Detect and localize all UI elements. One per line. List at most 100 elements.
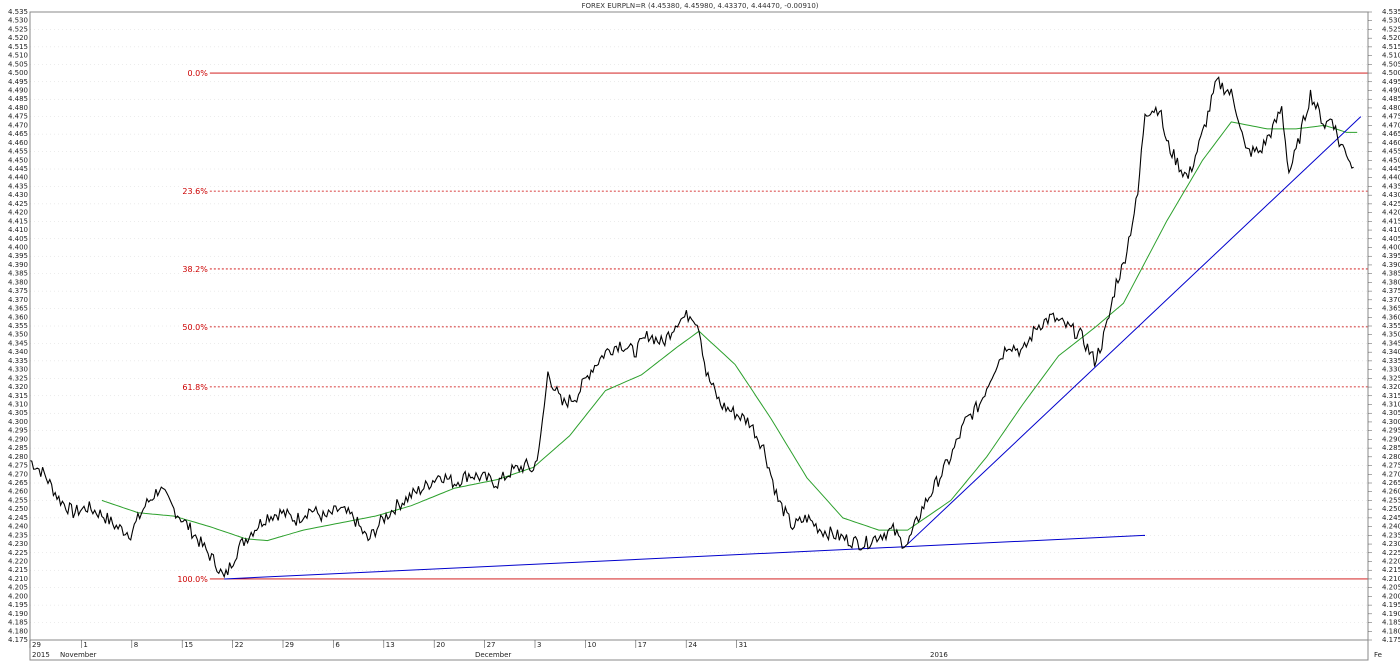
x-axis-strip bbox=[29, 639, 1369, 661]
y-tick-label-right: 4.195 bbox=[1382, 601, 1400, 609]
y-tick-label-right: 4.200 bbox=[1382, 592, 1400, 600]
y-tick-label-right: 4.535 bbox=[1382, 8, 1400, 16]
x-tick-label: 22 bbox=[235, 641, 244, 649]
y-tick-label-right: 4.475 bbox=[1382, 113, 1400, 121]
x-tick-label: 24 bbox=[688, 641, 697, 649]
y-tick-label-right: 4.230 bbox=[1382, 540, 1400, 548]
y-tick-label-right: 4.530 bbox=[1382, 17, 1400, 25]
y-tick-label-left: 4.330 bbox=[8, 366, 28, 374]
y-tick-label-left: 4.435 bbox=[8, 182, 28, 190]
fibonacci-levels: 0.0% 23.6% 38.2% 50.0% 61.8% 100.0% bbox=[177, 69, 1368, 584]
y-tick-label-right: 4.295 bbox=[1382, 427, 1400, 435]
y-tick-label-right: 4.495 bbox=[1382, 78, 1400, 86]
y-tick-label-left: 4.340 bbox=[8, 348, 28, 356]
y-tick-label-right: 4.520 bbox=[1382, 34, 1400, 42]
y-tick-label-left: 4.405 bbox=[8, 235, 28, 243]
y-tick-label-left: 4.390 bbox=[8, 261, 28, 269]
x-tick-label: 10 bbox=[587, 641, 596, 649]
y-tick-label-left: 4.490 bbox=[8, 87, 28, 95]
y-tick-label-right: 4.185 bbox=[1382, 619, 1400, 627]
y-tick-label-right: 4.510 bbox=[1382, 52, 1400, 60]
y-tick-label-left: 4.240 bbox=[8, 523, 28, 531]
y-tick-label-left: 4.425 bbox=[8, 200, 28, 208]
y-tick-label-right: 4.250 bbox=[1382, 505, 1400, 513]
y-tick-label-right: 4.180 bbox=[1382, 627, 1400, 635]
y-tick-label-right: 4.190 bbox=[1382, 610, 1400, 618]
y-tick-label-left: 4.510 bbox=[8, 52, 28, 60]
y-tick-label-left: 4.255 bbox=[8, 496, 28, 504]
fib-label: 0.0% bbox=[188, 69, 209, 78]
y-tick-label-left: 4.335 bbox=[8, 357, 28, 365]
y-tick-label-left: 4.185 bbox=[8, 619, 28, 627]
y-tick-label-left: 4.230 bbox=[8, 540, 28, 548]
y-tick-label-left: 4.275 bbox=[8, 462, 28, 470]
y-tick-label-right: 4.415 bbox=[1382, 217, 1400, 225]
y-tick-label-right: 4.340 bbox=[1382, 348, 1400, 356]
y-tick-label-left: 4.180 bbox=[8, 627, 28, 635]
y-tick-label-left: 4.500 bbox=[8, 69, 28, 77]
y-tick-label-right: 4.290 bbox=[1382, 435, 1400, 443]
y-tick-label-right: 4.455 bbox=[1382, 148, 1400, 156]
y-tick-label-right: 4.325 bbox=[1382, 374, 1400, 382]
fib-label: 50.0% bbox=[182, 323, 208, 332]
y-tick-label-left: 4.495 bbox=[8, 78, 28, 86]
y-tick-label-left: 4.370 bbox=[8, 296, 28, 304]
y-tick-label-right: 4.310 bbox=[1382, 401, 1400, 409]
y-tick-label-left: 4.515 bbox=[8, 43, 28, 51]
y-tick-label-left: 4.505 bbox=[8, 60, 28, 68]
y-tick-label-right: 4.390 bbox=[1382, 261, 1400, 269]
y-tick-label-left: 4.285 bbox=[8, 444, 28, 452]
x-month-label: December bbox=[475, 651, 511, 659]
y-tick-label-left: 4.410 bbox=[8, 226, 28, 234]
y-tick-label-right: 4.205 bbox=[1382, 584, 1400, 592]
y-tick-label-right: 4.450 bbox=[1382, 156, 1400, 164]
y-tick-label-right: 4.345 bbox=[1382, 339, 1400, 347]
y-tick-label-left: 4.195 bbox=[8, 601, 28, 609]
y-tick-label-left: 4.415 bbox=[8, 217, 28, 225]
y-tick-label-right: 4.305 bbox=[1382, 409, 1400, 417]
y-tick-label-right: 4.315 bbox=[1382, 392, 1400, 400]
y-tick-label-left: 4.190 bbox=[8, 610, 28, 618]
y-tick-label-right: 4.280 bbox=[1382, 453, 1400, 461]
y-tick-label-left: 4.445 bbox=[8, 165, 28, 173]
y-tick-label-left: 4.300 bbox=[8, 418, 28, 426]
y-tick-label-right: 4.240 bbox=[1382, 523, 1400, 531]
y-tick-label-right: 4.225 bbox=[1382, 549, 1400, 557]
y-tick-label-right: 4.355 bbox=[1382, 322, 1400, 330]
y-tick-label-right: 4.445 bbox=[1382, 165, 1400, 173]
x-tick-label: 6 bbox=[335, 641, 340, 649]
y-tick-label-left: 4.310 bbox=[8, 401, 28, 409]
x-month-label: 2015 bbox=[32, 651, 50, 659]
y-tick-label-left: 4.420 bbox=[8, 209, 28, 217]
fib-label: 23.6% bbox=[182, 187, 208, 196]
y-tick-label-left: 4.265 bbox=[8, 479, 28, 487]
y-tick-label-left: 4.250 bbox=[8, 505, 28, 513]
x-tick-label: 3 bbox=[537, 641, 541, 649]
price-line bbox=[29, 76, 1354, 579]
moving-average-series bbox=[101, 121, 1358, 542]
y-tick-label-right: 4.215 bbox=[1382, 566, 1400, 574]
y-tick-label-right: 4.515 bbox=[1382, 43, 1400, 51]
y-tick-label-right: 4.385 bbox=[1382, 270, 1400, 278]
y-tick-label-right: 4.380 bbox=[1382, 278, 1400, 286]
y-tick-label-left: 4.440 bbox=[8, 174, 28, 182]
y-tick-label-right: 4.260 bbox=[1382, 488, 1400, 496]
y-tick-label-left: 4.175 bbox=[8, 636, 28, 644]
y-tick-label-left: 4.400 bbox=[8, 244, 28, 252]
y-tick-label-right: 4.440 bbox=[1382, 174, 1400, 182]
y-tick-label-right: 4.485 bbox=[1382, 95, 1400, 103]
trendline bbox=[224, 534, 1146, 580]
y-tick-label-left: 4.220 bbox=[8, 558, 28, 566]
x-tick-label: 29 bbox=[285, 641, 294, 649]
y-tick-label-left: 4.520 bbox=[8, 34, 28, 42]
x-tick-label: 8 bbox=[134, 641, 138, 649]
y-tick-label-right: 4.255 bbox=[1382, 496, 1400, 504]
y-tick-label-left: 4.305 bbox=[8, 409, 28, 417]
y-tick-label-left: 4.280 bbox=[8, 453, 28, 461]
x-tick-label: 1 bbox=[83, 641, 87, 649]
y-tick-label-left: 4.395 bbox=[8, 252, 28, 260]
y-tick-label-left: 4.530 bbox=[8, 17, 28, 25]
x-month-label: November bbox=[60, 651, 97, 659]
